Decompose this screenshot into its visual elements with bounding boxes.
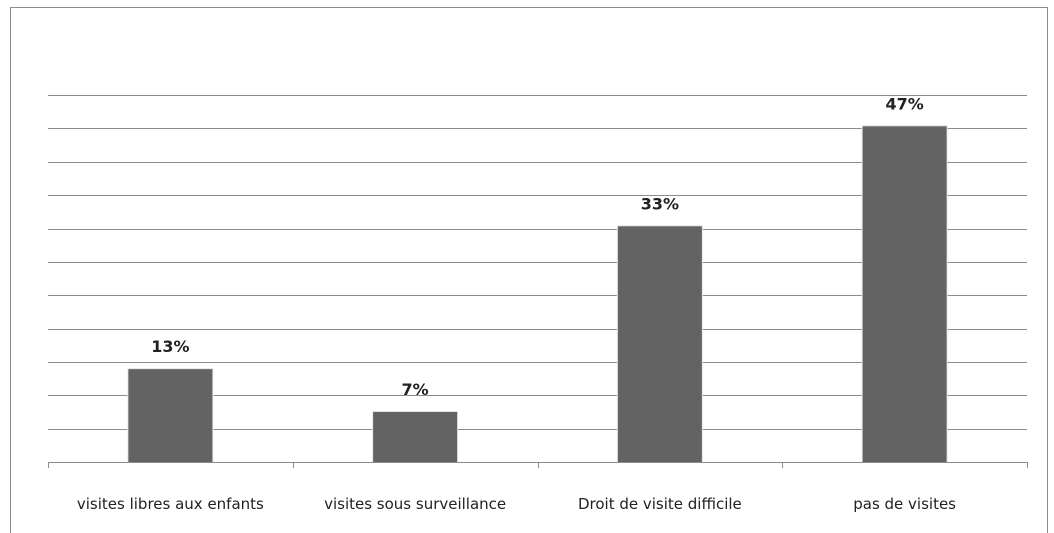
bar bbox=[128, 369, 213, 462]
bar bbox=[373, 412, 458, 462]
bars bbox=[127, 125, 948, 463]
value-labels: 13% 7% 33% 47% bbox=[151, 94, 924, 399]
category-label: visites libres aux enfants bbox=[77, 495, 264, 513]
category-label: pas de visites bbox=[853, 495, 956, 513]
category-label: Droit de visite difficile bbox=[578, 495, 742, 513]
chart-border-right bbox=[1047, 7, 1048, 533]
data-label: 47% bbox=[885, 94, 923, 113]
x-axis bbox=[48, 462, 1028, 468]
chart-border-left bbox=[10, 7, 11, 533]
data-label: 7% bbox=[402, 380, 429, 399]
data-label: 13% bbox=[151, 337, 189, 356]
bar bbox=[862, 126, 947, 463]
data-label: 33% bbox=[641, 194, 679, 213]
bar bbox=[617, 226, 702, 462]
category-labels: visites libres aux enfants visites sous s… bbox=[77, 495, 956, 513]
chart-border-top bbox=[10, 7, 1048, 8]
category-label: visites sous surveillance bbox=[324, 495, 506, 513]
